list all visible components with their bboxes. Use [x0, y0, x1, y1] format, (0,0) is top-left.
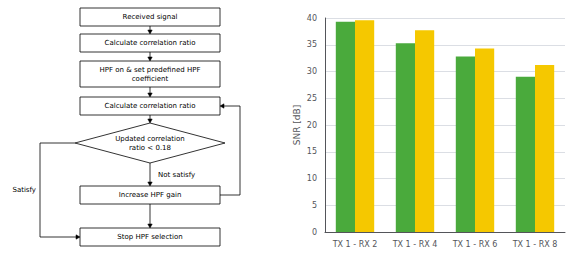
svg-text:Received signal: Received signal	[123, 13, 178, 21]
svg-text:Satisfy: Satisfy	[12, 186, 36, 194]
svg-text:35: 35	[307, 40, 317, 49]
svg-text:HPF on & set predefined HPF: HPF on & set predefined HPF	[100, 66, 201, 74]
svg-text:TX 1 - RX 2: TX 1 - RX 2	[332, 240, 378, 249]
svg-text:30: 30	[307, 67, 317, 76]
svg-text:Increase HPF gain: Increase HPF gain	[119, 191, 182, 199]
svg-text:ratio < 0.18: ratio < 0.18	[129, 144, 171, 152]
svg-text:Not satisfy: Not satisfy	[158, 171, 195, 179]
svg-text:5: 5	[312, 201, 317, 210]
svg-text:coefficient: coefficient	[132, 75, 169, 83]
svg-text:10: 10	[307, 174, 317, 183]
svg-text:15: 15	[307, 147, 317, 156]
svg-text:20: 20	[307, 121, 317, 130]
svg-text:TX 1 - RX 4: TX 1 - RX 4	[392, 240, 438, 249]
svg-text:25: 25	[307, 94, 317, 103]
svg-text:TX 1 - RX 6: TX 1 - RX 6	[452, 240, 498, 249]
svg-text:40: 40	[307, 14, 317, 23]
svg-text:Calculate correlation ratio: Calculate correlation ratio	[105, 39, 196, 47]
svg-text:Calculate correlation ratio: Calculate correlation ratio	[105, 102, 196, 110]
svg-text:SNR [dB]: SNR [dB]	[292, 105, 302, 145]
svg-text:0: 0	[312, 228, 317, 237]
svg-text:Stop HPF selection: Stop HPF selection	[117, 233, 182, 241]
svg-text:Updated correlation: Updated correlation	[115, 135, 185, 143]
svg-text:TX 1 - RX 8: TX 1 - RX 8	[512, 240, 558, 249]
